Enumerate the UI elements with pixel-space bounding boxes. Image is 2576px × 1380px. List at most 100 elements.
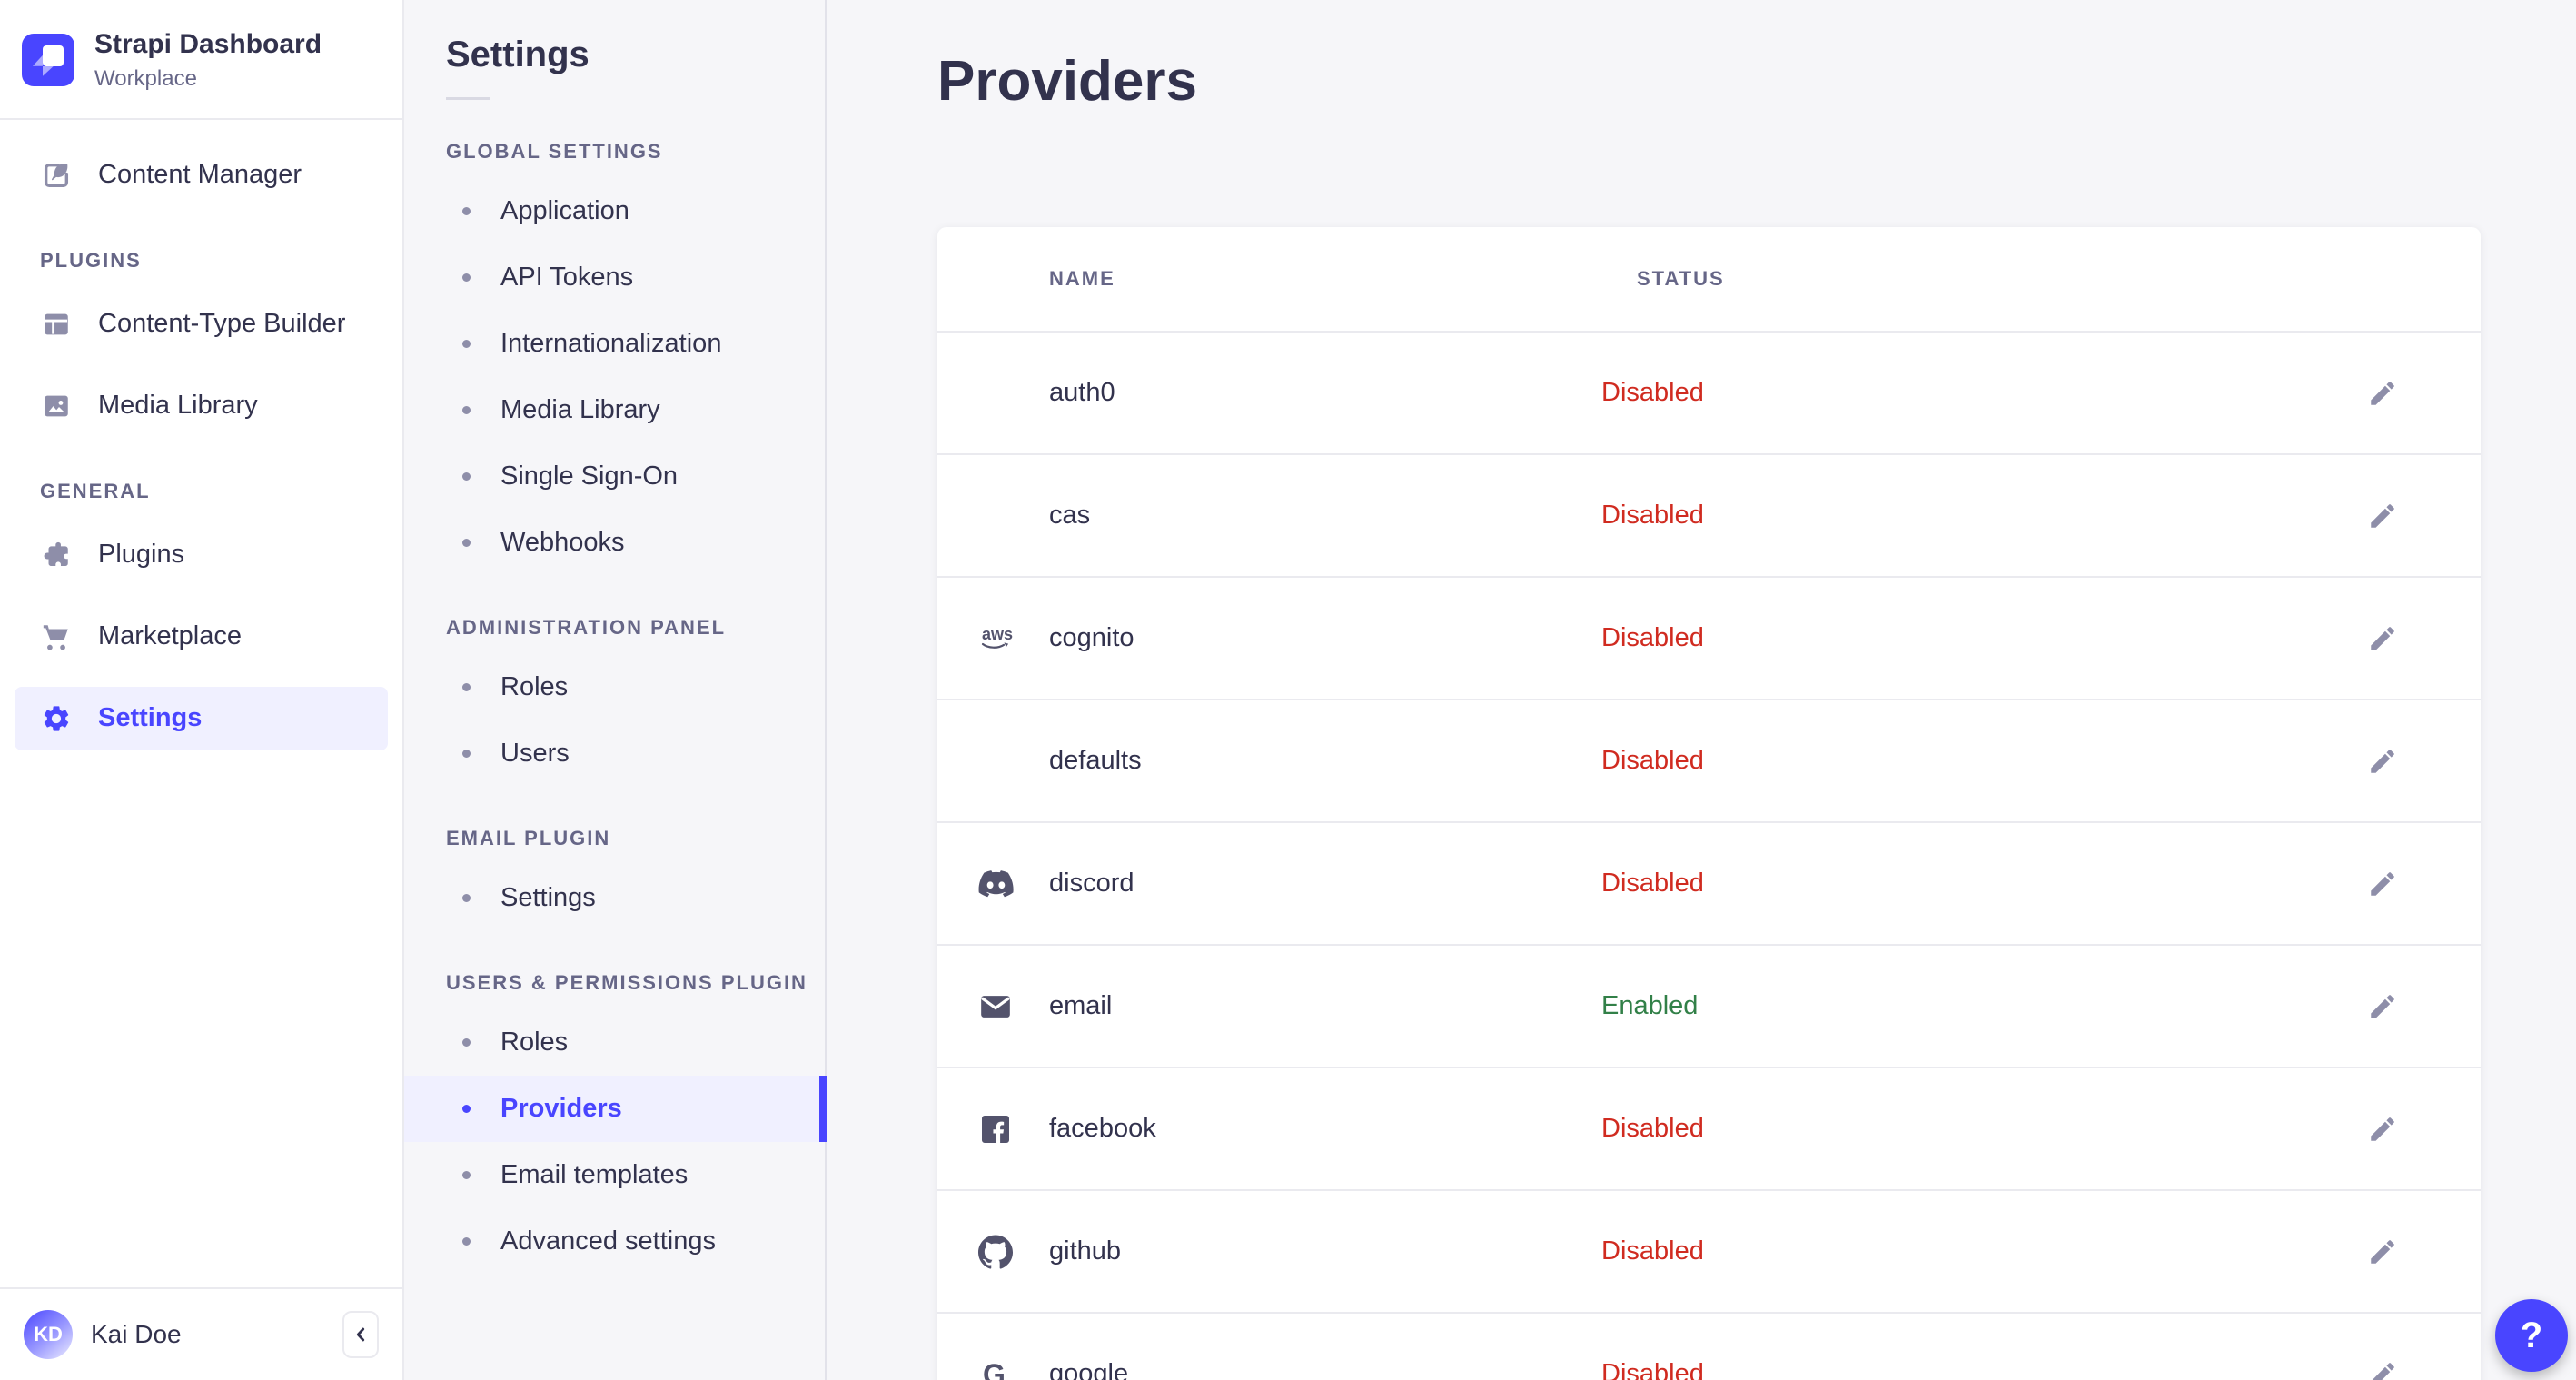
workspace-brand[interactable]: Strapi Dashboard Workplace xyxy=(0,0,402,120)
submenu-item-admin-roles[interactable]: Roles xyxy=(404,654,825,720)
submenu-item-label: Application xyxy=(500,196,629,225)
provider-icon-placeholder xyxy=(977,498,1014,534)
svg-text:aws: aws xyxy=(982,625,1013,643)
table-row-auth0[interactable]: auth0 Disabled xyxy=(937,333,2481,455)
edit-provider-button[interactable] xyxy=(2363,1232,2403,1272)
submenu-item-up-roles[interactable]: Roles xyxy=(404,1009,825,1076)
sidebar-item-plugins[interactable]: Plugins xyxy=(15,523,388,587)
submenu-item-label: Single Sign-On xyxy=(500,462,679,491)
edit-provider-button[interactable] xyxy=(2363,1355,2403,1380)
provider-name: facebook xyxy=(1049,1114,1156,1143)
gear-icon xyxy=(40,702,73,735)
provider-name: discord xyxy=(1049,869,1134,898)
submenu-item-email-templates[interactable]: Email templates xyxy=(404,1142,825,1208)
provider-name: defaults xyxy=(1049,746,1142,775)
bullet-icon xyxy=(462,750,471,758)
submenu-item-label: Internationalization xyxy=(500,329,722,358)
status-badge: Disabled xyxy=(1601,501,1704,530)
submenu-item-label: Roles xyxy=(500,672,569,701)
edit-provider-button[interactable] xyxy=(2363,987,2403,1027)
bullet-icon xyxy=(462,894,471,902)
table-row-cas[interactable]: cas Disabled xyxy=(937,455,2481,578)
submenu-item-label: Settings xyxy=(500,883,596,912)
sidebar-item-label: Marketplace xyxy=(98,621,242,650)
submenu-section-global-settings: GLOBAL SETTINGS xyxy=(446,140,663,163)
submenu-item-single-sign-on[interactable]: Single Sign-On xyxy=(404,443,825,510)
status-badge: Disabled xyxy=(1601,623,1704,652)
providers-table-card: NAME STATUS auth0 Disabled cas Disabled xyxy=(937,227,2481,1380)
sidebar-item-content-manager[interactable]: Content Manager xyxy=(15,144,388,207)
google-icon: G xyxy=(977,1356,1014,1380)
submenu-item-application[interactable]: Application xyxy=(404,178,825,244)
column-header-status: STATUS xyxy=(1637,267,1725,290)
sidebar-footer: KD Kai Doe xyxy=(0,1287,402,1380)
strapi-logo-icon xyxy=(22,33,74,86)
pencil-icon xyxy=(2367,1359,2398,1380)
provider-name: github xyxy=(1049,1236,1122,1266)
brand-text: Strapi Dashboard Workplace xyxy=(94,27,322,93)
avatar[interactable]: KD xyxy=(24,1310,73,1359)
submenu-item-label: Providers xyxy=(500,1094,622,1123)
provider-name: auth0 xyxy=(1049,378,1115,407)
submenu-item-providers[interactable]: Providers xyxy=(404,1076,827,1142)
media-library-icon xyxy=(40,390,73,422)
sidebar-item-content-type-builder[interactable]: Content-Type Builder xyxy=(15,293,388,356)
provider-name: google xyxy=(1049,1359,1129,1380)
pencil-icon xyxy=(2367,991,2398,1022)
submenu-item-email-settings[interactable]: Settings xyxy=(404,865,825,931)
sidebar-item-media-library[interactable]: Media Library xyxy=(15,374,388,438)
table-row-discord[interactable]: discord Disabled xyxy=(937,823,2481,946)
submenu-item-advanced-settings[interactable]: Advanced settings xyxy=(404,1208,825,1275)
submenu-item-media-library[interactable]: Media Library xyxy=(404,377,825,443)
table-row-google[interactable]: G google Disabled xyxy=(937,1314,2481,1380)
github-icon xyxy=(977,1234,1014,1270)
sidebar-item-label: Content Manager xyxy=(98,160,302,189)
submenu-item-api-tokens[interactable]: API Tokens xyxy=(404,244,825,311)
submenu-section-users-permissions-plugin: USERS & PERMISSIONS PLUGIN xyxy=(446,971,807,994)
bullet-icon xyxy=(462,406,471,414)
submenu-section-administration-panel: ADMINISTRATION PANEL xyxy=(446,616,727,639)
edit-provider-button[interactable] xyxy=(2363,1109,2403,1149)
sidebar-item-label: Media Library xyxy=(98,391,258,420)
edit-provider-button[interactable] xyxy=(2363,373,2403,413)
table-row-cognito[interactable]: aws cognito Disabled xyxy=(937,578,2481,700)
table-row-defaults[interactable]: defaults Disabled xyxy=(937,700,2481,823)
collapse-sidebar-button[interactable] xyxy=(342,1311,379,1358)
facebook-icon xyxy=(977,1111,1014,1147)
submenu-item-label: Advanced settings xyxy=(500,1226,716,1256)
submenu-item-label: Roles xyxy=(500,1028,569,1057)
content-type-builder-icon xyxy=(40,308,73,341)
chevron-left-icon xyxy=(349,1323,372,1346)
bullet-icon xyxy=(462,683,471,691)
table-row-github[interactable]: github Disabled xyxy=(937,1191,2481,1314)
sidebar-item-settings[interactable]: Settings xyxy=(15,686,388,750)
page-title: Providers xyxy=(937,50,1198,113)
edit-provider-button[interactable] xyxy=(2363,864,2403,904)
bullet-icon xyxy=(462,1237,471,1246)
sidebar-item-marketplace[interactable]: Marketplace xyxy=(15,605,388,669)
discord-icon xyxy=(977,866,1014,902)
submenu-item-admin-users[interactable]: Users xyxy=(404,720,825,787)
status-badge: Disabled xyxy=(1601,1114,1704,1143)
settings-submenu: Settings GLOBAL SETTINGS Application API… xyxy=(404,0,827,1380)
table-row-facebook[interactable]: facebook Disabled xyxy=(937,1068,2481,1191)
title-divider xyxy=(446,97,490,100)
puzzle-icon xyxy=(40,539,73,571)
sidebar-section-plugins: PLUGINS xyxy=(40,248,142,272)
edit-provider-button[interactable] xyxy=(2363,619,2403,659)
column-header-name: NAME xyxy=(1049,267,1115,290)
table-row-email[interactable]: email Enabled xyxy=(937,946,2481,1068)
svg-text:G: G xyxy=(983,1358,1006,1380)
help-button[interactable]: ? xyxy=(2495,1299,2568,1372)
edit-provider-button[interactable] xyxy=(2363,496,2403,536)
bullet-icon xyxy=(462,207,471,215)
aws-icon: aws xyxy=(977,621,1014,657)
pencil-icon xyxy=(2367,746,2398,777)
pencil-icon xyxy=(2367,1236,2398,1267)
edit-provider-button[interactable] xyxy=(2363,741,2403,781)
submenu-item-label: Media Library xyxy=(500,395,660,424)
submenu-item-internationalization[interactable]: Internationalization xyxy=(404,311,825,377)
provider-icon-placeholder xyxy=(977,375,1014,412)
submenu-item-webhooks[interactable]: Webhooks xyxy=(404,510,825,576)
submenu-title: Settings xyxy=(446,35,590,74)
